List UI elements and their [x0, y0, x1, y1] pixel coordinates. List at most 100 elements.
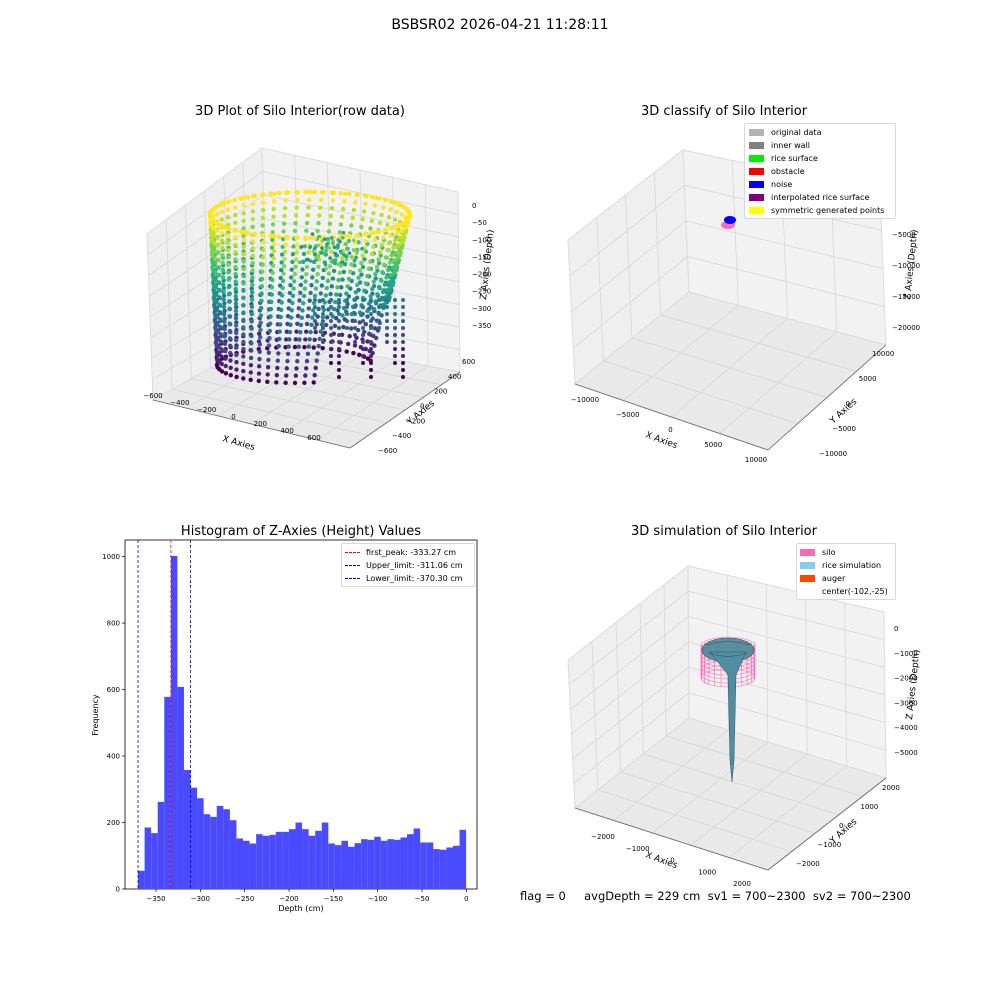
raw-data-point — [312, 293, 318, 298]
raw-data-point — [333, 299, 338, 305]
histogram-bar — [459, 829, 467, 889]
raw-data-point — [329, 305, 333, 309]
raw-data-point — [321, 340, 325, 344]
raw-data-point — [343, 191, 348, 196]
raw-data-point — [392, 238, 398, 243]
histogram-legend-label: first_peak: -333.27 cm — [366, 548, 457, 557]
raw-data-point — [337, 368, 341, 372]
simulation-z-axis: 0 −1000 −2000 −3000 −4000 −5000 Z Axies (Dept… — [894, 625, 922, 757]
raw-data-point — [270, 237, 275, 243]
raw-data-point — [292, 279, 297, 284]
raw-data-point — [226, 270, 231, 275]
raw-data-point — [382, 197, 388, 203]
raw-data-point — [241, 266, 246, 271]
simulation-legend-swatch — [800, 562, 815, 569]
raw-data-point — [219, 245, 225, 250]
raw-data-point — [257, 331, 262, 336]
raw-data-point — [373, 299, 378, 304]
simulation-z-tick-label: −3000 — [894, 699, 918, 707]
raw-data-point — [270, 277, 275, 283]
simulation-x-tick-labels: −2000 −1000 0 1000 2000 — [591, 833, 751, 888]
raw-data-point — [329, 326, 333, 330]
raw-data-point — [241, 325, 246, 330]
raw-data-point — [369, 305, 373, 309]
raw-data-point — [223, 356, 228, 361]
raw-data-point — [249, 311, 254, 317]
raw-data-point — [317, 257, 322, 262]
raw-data-point — [311, 380, 316, 385]
raw-data-point — [248, 377, 253, 382]
raw-data-point — [260, 207, 266, 213]
raw-data-point — [279, 307, 284, 313]
raw-data-point — [228, 373, 233, 378]
classify-legend-label: obstacle — [771, 167, 805, 176]
raw-data-point — [407, 210, 412, 216]
raw-data-point — [313, 329, 318, 335]
raw-data-point — [282, 249, 288, 254]
histogram-legend: first_peak: -333.27 cm Upper_limit: -311.… — [341, 543, 475, 587]
raw-data-point — [401, 340, 405, 344]
histogram-bar — [177, 686, 184, 889]
raw-data-point — [318, 329, 323, 334]
raw-data-point — [339, 285, 344, 290]
raw-data-point — [289, 315, 294, 320]
raw-data-point — [219, 238, 225, 243]
raw-data-point — [329, 284, 334, 289]
raw-data-point — [233, 323, 239, 328]
raw-data-point — [363, 346, 368, 352]
classify-x-tick-label: 10000 — [745, 456, 767, 464]
simulation-x-tick-label: 0 — [670, 857, 674, 865]
raw-data-point — [257, 356, 262, 362]
simulation-z-tick-label: −4000 — [894, 724, 918, 732]
raw-data-point — [298, 260, 302, 265]
raw-data-point — [283, 242, 288, 247]
raw-data-point — [323, 322, 329, 328]
raw-data-point — [352, 238, 356, 243]
raw-data-point — [375, 268, 380, 273]
raw-data-point — [259, 276, 265, 282]
raw-data-point — [221, 293, 227, 298]
raw-data-point — [337, 375, 341, 379]
raw-data-point — [272, 234, 277, 239]
raw-data-point — [285, 351, 291, 356]
raw-data-point — [371, 306, 377, 312]
simulation-legend-item: auger — [800, 572, 892, 585]
raw-data-point — [215, 258, 221, 263]
raw-data-point — [220, 260, 225, 265]
raw-data-point — [270, 263, 276, 268]
raw-data-point — [295, 313, 301, 319]
raw-data-point — [234, 352, 239, 358]
raw-data-point — [321, 298, 325, 302]
raw-data-point — [393, 224, 399, 230]
raw-data-point — [245, 194, 251, 200]
raw-data-point — [228, 343, 233, 348]
classify-legend-label: noise — [771, 180, 793, 189]
simulation-y-axis-label: Y Axies — [828, 817, 860, 847]
raw-data-point — [314, 322, 319, 327]
raw-data-point — [361, 354, 365, 358]
histogram-legend-item: Upper_limit: -311.06 cm — [345, 559, 471, 572]
raw-data-point — [345, 312, 349, 316]
simulation-y-tick-label: −1000 — [818, 841, 842, 849]
raw-data-point — [337, 333, 341, 337]
raw-data-point — [337, 340, 341, 344]
raw-z-tick-label: −100 — [472, 236, 491, 244]
raw-data-point — [227, 299, 232, 304]
raw-data-point — [316, 254, 321, 258]
simulation-z-tick-label: −2000 — [894, 675, 918, 683]
raw-data-point — [275, 358, 280, 363]
raw-data-point — [290, 252, 296, 257]
raw-data-point — [373, 272, 378, 277]
raw-data-point — [401, 354, 405, 358]
raw-data-point — [334, 316, 339, 321]
histogram-bar — [380, 840, 388, 889]
raw-data-point — [287, 337, 292, 342]
raw-data-point — [241, 226, 246, 231]
raw-data-point — [396, 243, 401, 248]
classify-plot-title: 3D classify of Silo Interior — [640, 104, 808, 119]
raw-data-point — [339, 251, 344, 255]
raw-data-point — [386, 215, 392, 220]
raw-data-point — [220, 267, 225, 273]
classify-y-tick-label: −10000 — [819, 450, 847, 458]
raw-data-point — [308, 290, 313, 296]
